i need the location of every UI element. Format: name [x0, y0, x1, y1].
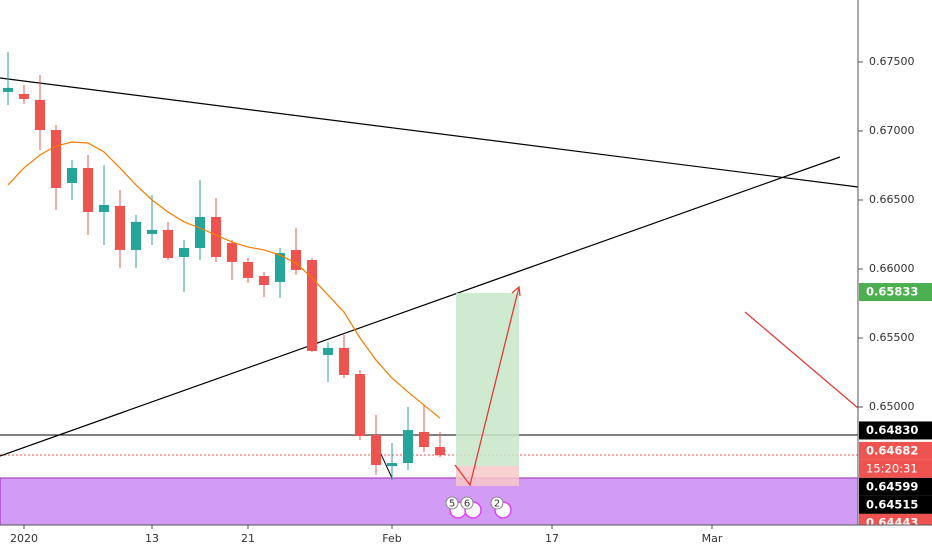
price-label-text: 0.64599 [866, 479, 918, 493]
y-tick-label: 0.65500 [869, 331, 915, 344]
x-tick-label: 2020 [10, 532, 38, 545]
y-tick-label: 0.65000 [869, 400, 915, 413]
candle-body [307, 260, 317, 351]
x-tick-label: 17 [545, 532, 559, 545]
price-label: 0.64682 15:20:31 [859, 441, 932, 478]
candle-body [323, 347, 333, 355]
price-label: 0.64830 [859, 421, 932, 440]
candle-body [99, 204, 109, 212]
candle-body [147, 229, 157, 234]
price-label-box [859, 495, 932, 514]
price-label-box [859, 477, 932, 496]
x-tick-label: 21 [241, 532, 255, 545]
x-tick-label: Feb [382, 532, 401, 545]
candle-body [131, 221, 141, 250]
time-axis [0, 525, 932, 550]
price-label-text: 0.64682 [866, 443, 918, 457]
price-label: 0.65833 [859, 283, 932, 302]
event-badge [445, 496, 459, 510]
line-drawing [744, 311, 859, 409]
candle-body [419, 431, 429, 448]
trend-line [0, 156, 841, 457]
event-badge-count: 5 [449, 499, 455, 510]
price-label-text: 0.64515 [866, 497, 918, 511]
candle-body [355, 374, 365, 436]
price-label: 0.64599 [859, 477, 932, 496]
candle-body [195, 216, 205, 249]
price-label-text: 0.64830 [866, 423, 918, 437]
candle-body [179, 248, 189, 257]
candle-body [83, 167, 93, 212]
countdown-box [859, 459, 932, 478]
candle-body [435, 447, 445, 456]
long-stop [456, 466, 519, 486]
candle-body [403, 430, 413, 464]
candle-body [51, 130, 61, 188]
candle-body [35, 99, 45, 131]
countdown-text: 15:20:31 [866, 461, 918, 475]
event-badge [490, 496, 504, 510]
price-label-box [859, 283, 932, 302]
arrow-head [511, 285, 521, 297]
y-tick-label: 0.66000 [869, 262, 915, 275]
price-label-text: 0.65833 [866, 285, 918, 299]
candle-body [67, 167, 77, 184]
candle-body [387, 463, 397, 467]
candle-body [259, 276, 269, 285]
long-target [456, 293, 519, 466]
drawings [0, 77, 859, 526]
y-tick-label: 0.67500 [869, 55, 915, 68]
candle-body [19, 93, 29, 99]
moving-average [7, 141, 441, 419]
candle-body [371, 435, 381, 465]
price-label-box [859, 441, 932, 460]
arrow [454, 286, 520, 487]
y-tick-label: 0.67000 [869, 124, 915, 137]
candle-body [115, 205, 125, 250]
event-badge-count: 6 [464, 499, 470, 510]
y-tick-label: 0.66500 [869, 193, 915, 206]
candle-body [227, 243, 237, 262]
trend-line [0, 77, 859, 188]
candle-body [275, 252, 285, 282]
candle-body [339, 347, 349, 375]
candle-body [163, 229, 173, 258]
x-tick-label: 13 [145, 532, 159, 545]
event-badge [460, 496, 474, 510]
x-tick-label: Mar [702, 532, 723, 545]
price-label: 0.64515 [859, 495, 932, 514]
candle-body [211, 216, 221, 257]
candle-body [291, 249, 301, 270]
candle-body [243, 261, 253, 278]
event-badge-count: 2 [494, 499, 500, 510]
line-drawing [379, 451, 393, 479]
candle-body [3, 87, 13, 92]
zone [0, 477, 859, 526]
price-label-box [859, 421, 932, 440]
